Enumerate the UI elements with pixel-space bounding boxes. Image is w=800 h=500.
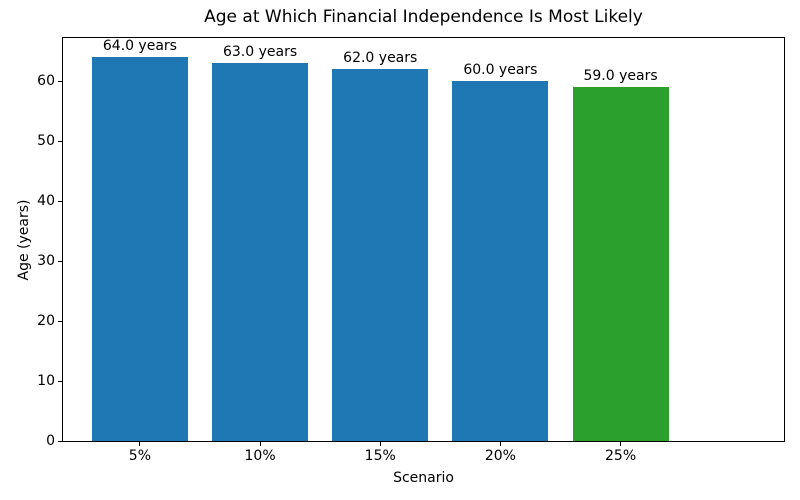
y-axis-label: Age (years) (16, 199, 32, 281)
y-tick-label: 50 (37, 133, 55, 150)
plot-area: 64.0 years 63.0 years 62.0 years 60.0 years… (62, 37, 785, 442)
bar-value-label: 63.0 years (222, 44, 298, 61)
chart-title: Age at Which Financial Independence Is M… (204, 7, 643, 27)
bar-15% (332, 69, 429, 441)
y-tick-mark (58, 140, 62, 142)
y-tick-mark (58, 380, 62, 382)
x-axis-label: Scenario (393, 470, 454, 486)
x-tick-mark (620, 442, 622, 446)
y-tick-mark (58, 200, 62, 202)
y-tick-mark (58, 320, 62, 322)
bar-value-label: 62.0 years (343, 50, 418, 67)
y-tick-label: 20 (37, 313, 55, 330)
y-tick-label: 30 (37, 253, 55, 270)
y-tick-label: 60 (37, 73, 55, 90)
bar-value-label: 60.0 years (463, 62, 538, 79)
x-tick-label: 15% (364, 448, 396, 464)
x-tick-label: 25% (605, 448, 637, 464)
y-tick-mark (58, 260, 62, 262)
x-tick-label: 5% (128, 448, 152, 464)
bar-10% (212, 63, 309, 441)
x-tick-mark (499, 442, 501, 446)
x-tick-mark (259, 442, 261, 446)
y-tick-label: 0 (46, 433, 55, 449)
bar-value-label: 59.0 years (583, 68, 658, 85)
bar-value-label: 64.0 years (102, 38, 177, 55)
y-tick-mark (58, 80, 62, 82)
y-tick-mark (58, 440, 62, 442)
bar-20% (452, 81, 549, 441)
x-tick-label: 20% (484, 448, 516, 464)
y-tick-label: 10 (37, 373, 55, 390)
bars-container: 64.0 years 63.0 years 62.0 years 60.0 years… (63, 38, 784, 441)
y-tick-label: 40 (37, 193, 55, 210)
x-tick-mark (139, 442, 141, 446)
bar-5% (91, 57, 188, 441)
bar-25% (572, 87, 669, 441)
x-tick-label: 10% (244, 448, 276, 464)
x-tick-mark (379, 442, 381, 446)
